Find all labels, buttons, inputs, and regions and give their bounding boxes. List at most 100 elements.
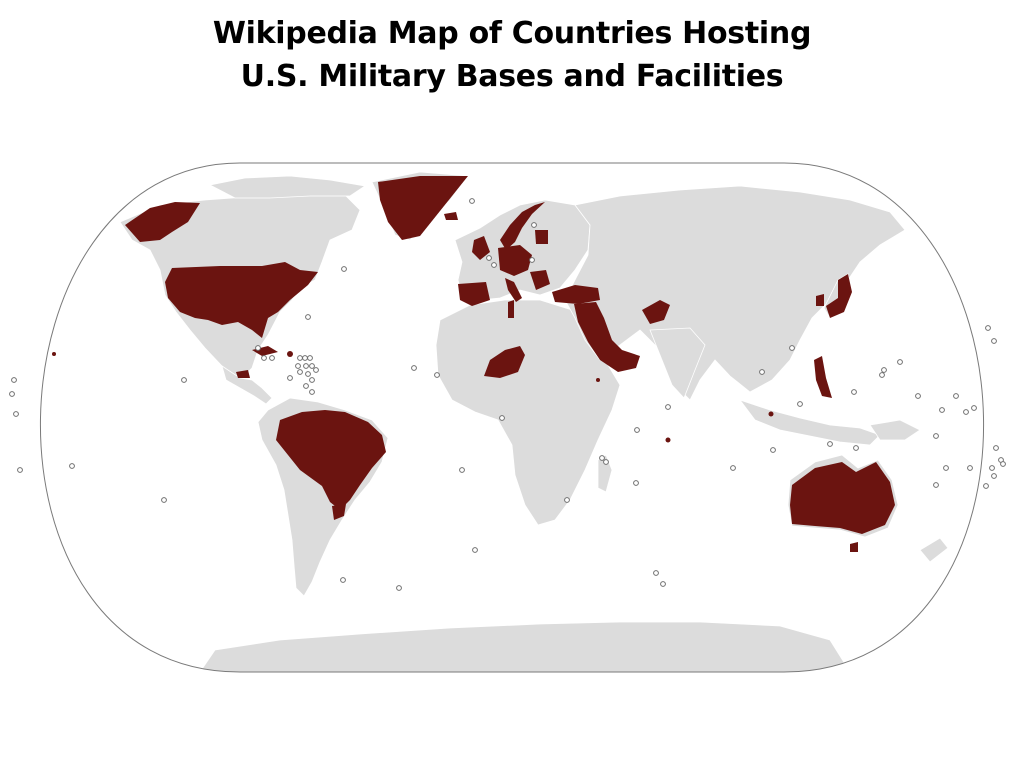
united-kingdom-host [472, 236, 490, 260]
territory-marker [486, 255, 492, 261]
territory-marker [341, 266, 347, 272]
territory-marker [529, 257, 535, 263]
territory-marker [963, 409, 969, 415]
australia-host [790, 462, 895, 534]
territory-marker [309, 377, 315, 383]
new-guinea-landmass [869, 419, 921, 441]
united-states-host [165, 262, 318, 338]
territory-marker [261, 355, 267, 361]
territory-marker [933, 482, 939, 488]
puerto-rico-host [287, 351, 293, 357]
hawaii-host [52, 352, 56, 356]
japan-host [826, 274, 852, 318]
madagascar-landmass [597, 454, 613, 493]
scandinavia-host [500, 202, 545, 250]
territory-marker [660, 581, 666, 587]
territory-marker [915, 393, 921, 399]
singapore-host [768, 411, 774, 417]
territory-marker [309, 363, 315, 369]
territory-marker [879, 372, 885, 378]
landmass-layer [119, 171, 949, 672]
territory-marker [797, 401, 803, 407]
title-line-2: U.S. Military Bases and Facilities [240, 59, 784, 94]
territory-marker [295, 363, 301, 369]
diego-garcia-host [665, 437, 671, 443]
territory-marker [653, 570, 659, 576]
territory-marker [13, 411, 19, 417]
territory-marker [770, 447, 776, 453]
territory-marker [307, 355, 313, 361]
south-korea-host [816, 294, 824, 306]
italy-host [505, 278, 522, 302]
turkey-host [552, 285, 600, 304]
territory-marker [305, 371, 311, 377]
territory-marker [469, 198, 475, 204]
india-landmass [649, 327, 706, 399]
asia-landmass [564, 185, 906, 401]
balkans-host [530, 270, 550, 290]
new-zealand-landmass [919, 537, 949, 563]
territory-marker [297, 355, 303, 361]
tunisia-host [508, 300, 514, 318]
territory-marker [853, 445, 859, 451]
territory-marker [933, 433, 939, 439]
territory-marker [313, 367, 319, 373]
honduras-host [236, 370, 250, 378]
afghanistan-host [642, 300, 670, 324]
territory-marker [789, 345, 795, 351]
territory-marker [181, 377, 187, 383]
territory-marker [9, 391, 15, 397]
territory-marker [943, 465, 949, 471]
territory-marker [309, 389, 315, 395]
territory-marker [472, 547, 478, 553]
territory-marker [459, 467, 465, 473]
territory-marker [989, 465, 995, 471]
map-title: Wikipedia Map of Countries Hosting U.S. … [0, 12, 1024, 98]
territory-marker [759, 369, 765, 375]
territory-marker [881, 367, 887, 373]
territory-marker [161, 497, 167, 503]
territory-marker [991, 473, 997, 479]
territory-marker [434, 372, 440, 378]
territory-marker [564, 497, 570, 503]
territory-marker [983, 483, 989, 489]
territory-marker [297, 369, 303, 375]
southeast-asia-islands [738, 399, 881, 446]
territory-marker [967, 465, 973, 471]
territory-marker [303, 363, 309, 369]
territory-marker [851, 389, 857, 395]
iberia-host [458, 282, 490, 306]
central-america-landmass [221, 365, 273, 405]
greenland-host [378, 176, 468, 240]
territory-marker [633, 480, 639, 486]
antarctica-landmass [199, 621, 851, 672]
territory-marker [634, 427, 640, 433]
territory-marker [953, 393, 959, 399]
africa-landmass [435, 299, 621, 526]
territory-marker [411, 365, 417, 371]
territory-marker [17, 467, 23, 473]
baltics-host [535, 230, 548, 244]
host-countries-layer [52, 176, 895, 552]
territory-marker [69, 463, 75, 469]
tasmania-host [850, 542, 858, 552]
territory-marker [939, 407, 945, 413]
title-line-1: Wikipedia Map of Countries Hosting [212, 16, 812, 51]
territory-marker [499, 415, 505, 421]
philippines-host [814, 356, 832, 398]
territory-marker [730, 465, 736, 471]
territory-marker [491, 262, 497, 268]
territory-marker [665, 404, 671, 410]
territory-marker [971, 405, 977, 411]
territory-marker [11, 377, 17, 383]
territory-marker [287, 375, 293, 381]
map-outline [39, 162, 985, 673]
middle-east-host [574, 302, 640, 372]
territory-markers [9, 198, 1006, 591]
territory-marker [396, 585, 402, 591]
territory-marker [897, 359, 903, 365]
territory-marker [531, 222, 537, 228]
territory-marker [603, 459, 609, 465]
territory-marker [302, 355, 308, 361]
